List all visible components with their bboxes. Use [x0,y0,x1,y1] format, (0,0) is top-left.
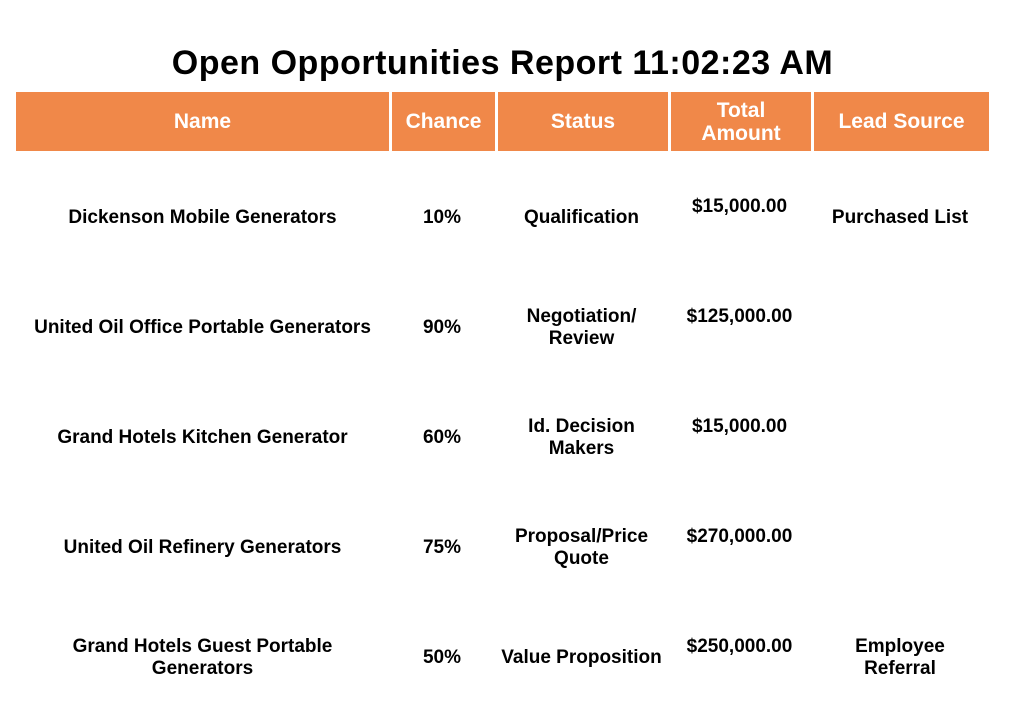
column-header-total-amount: Total Amount [668,92,811,151]
table-row: Dickenson Mobile Generators 10% Qualific… [16,163,989,273]
table-header-row: Name Chance Status Total Amount Lead Sou… [16,92,989,151]
cell-lead-source: Employee Referral [855,636,945,679]
cell-status: Qualification [523,207,640,228]
opportunities-table: Name Chance Status Total Amount Lead Sou… [16,92,989,713]
cell-name: Grand Hotels Kitchen Generator [57,427,348,448]
cell-chance: 75% [422,537,462,558]
cell-status: Value Proposition [501,647,662,668]
cell-total-amount: $125,000.00 [686,306,793,327]
cell-status: Proposal/Price Quote [514,526,649,569]
table-body: Dickenson Mobile Generators 10% Qualific… [16,151,989,713]
column-header-status: Status [495,92,668,151]
cell-lead-source [811,383,989,493]
column-header-lead-source: Lead Source [811,92,989,151]
cell-status: Negotiation/ Review [526,306,637,349]
table-row: United Oil Refinery Generators 75% Propo… [16,493,989,603]
cell-name: Grand Hotels Guest Portable Generators [72,636,333,679]
cell-chance: 60% [422,427,462,448]
cell-name: United Oil Refinery Generators [63,537,342,558]
cell-status: Id. Decision Makers [528,416,635,459]
column-header-name: Name [173,110,232,133]
cell-name: Dickenson Mobile Generators [68,207,337,228]
cell-lead-source [811,493,989,603]
cell-chance: 90% [422,317,462,338]
cell-chance: 50% [422,647,462,668]
cell-total-amount: $250,000.00 [686,636,793,657]
report-title: Open Opportunities Report 11:02:23 AM [171,44,834,82]
cell-chance: 10% [422,207,462,228]
cell-lead-source: Purchased List [831,207,969,228]
table-row: Grand Hotels Kitchen Generator 60% Id. D… [16,383,989,493]
table-row: Grand Hotels Guest Portable Generators 5… [16,603,989,713]
table-row: United Oil Office Portable Generators 90… [16,273,989,383]
cell-total-amount: $270,000.00 [686,526,793,547]
cell-name: United Oil Office Portable Generators [34,317,371,338]
cell-total-amount: $15,000.00 [691,416,788,437]
column-header-chance: Chance [389,92,495,151]
cell-lead-source [811,273,989,383]
cell-total-amount: $15,000.00 [691,196,788,217]
